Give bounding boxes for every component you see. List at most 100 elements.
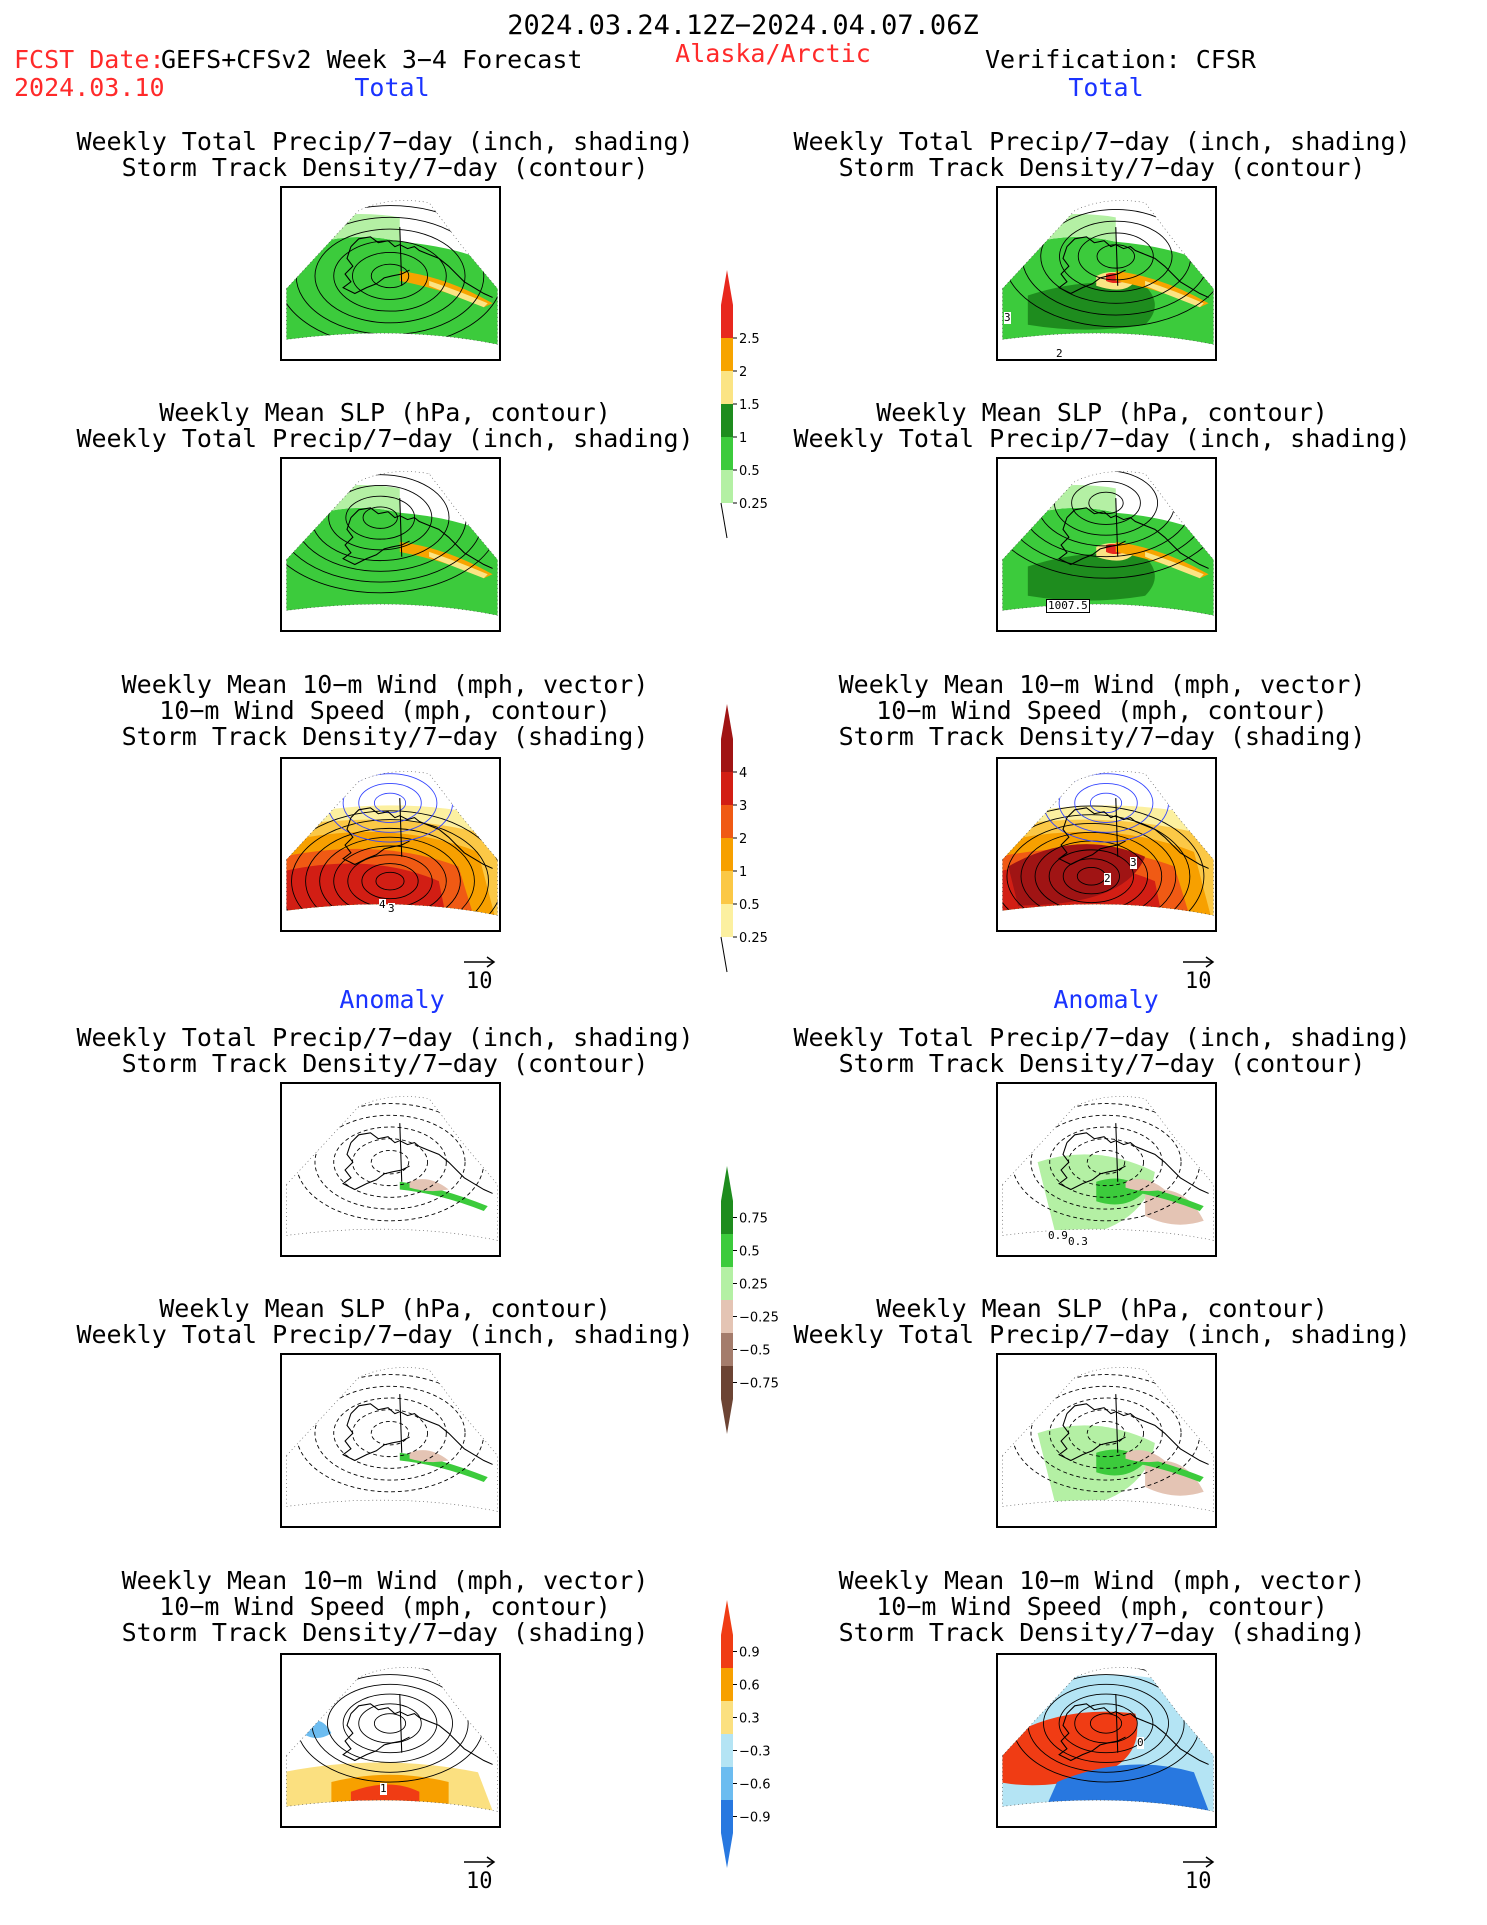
arrow-right-icon xyxy=(1183,956,1215,968)
colorbar-bottom-arrow xyxy=(720,936,728,973)
contour-label: 1 xyxy=(380,1782,387,1795)
colorbar-label: 0.9 xyxy=(739,1646,760,1661)
contour-label: 4 xyxy=(379,898,386,911)
colorbar-top-arrow xyxy=(721,704,733,739)
panel-title-line: Weekly Total Precip/7−day (inch, shading… xyxy=(76,1320,694,1349)
panel-title-line: Weekly Total Precip/7−day (inch, shading… xyxy=(76,127,694,156)
colorbar-segment xyxy=(721,1234,733,1267)
colorbar-segment xyxy=(721,1734,733,1767)
colorbar-label: −0.6 xyxy=(739,1778,771,1793)
colorbar-bottom-arrow xyxy=(721,1833,733,1868)
vector-reference: 10 xyxy=(1181,1854,1217,1894)
contour-label: 2 xyxy=(1056,347,1063,360)
panel-title-line: Weekly Total Precip/7−day (inch, shading… xyxy=(793,1023,1411,1052)
map-precip-storm-obs-total: 3 2 xyxy=(996,186,1217,361)
map-wind-storm-fcst-total: 4 3 xyxy=(280,757,501,932)
arrow-right-icon xyxy=(464,956,496,968)
panel-title-line: Storm Track Density/7−day (shading) xyxy=(121,1618,649,1647)
panel-title-line: 10−m Wind Speed (mph, contour) xyxy=(159,696,611,725)
colorbar-label: −0.9 xyxy=(739,1811,771,1826)
colorbar-segment xyxy=(721,1668,733,1701)
panel-title-line: Weekly Total Precip/7−day (inch, shading… xyxy=(793,127,1411,156)
verification-label: Verification: CFSR xyxy=(985,45,1256,74)
vector-reference: 10 xyxy=(462,954,498,994)
colorbar-label: 0.6 xyxy=(739,1679,760,1694)
colorbar-label: −0.3 xyxy=(739,1745,771,1760)
colorbar-segment xyxy=(721,1267,733,1300)
model-label: GEFS+CFSv2 Week 3−4 Forecast xyxy=(161,45,583,74)
panel-title-line: Storm Track Density/7−day (contour) xyxy=(121,153,649,182)
arrow-right-icon xyxy=(464,1856,496,1868)
contour-label: 1007.5 xyxy=(1046,599,1090,613)
colorbar-segment xyxy=(721,1800,733,1833)
colorbar-segment xyxy=(721,1201,733,1234)
colorbar-segment xyxy=(721,371,733,404)
colorbar-label: 0.5 xyxy=(739,1245,760,1260)
colorbar-label: 0.25 xyxy=(739,497,768,512)
panel-title-line: Weekly Mean SLP (hPa, contour) xyxy=(876,1294,1328,1323)
panel-title-line: Weekly Total Precip/7−day (inch, shading… xyxy=(76,424,694,453)
panel-title-line: Weekly Mean 10−m Wind (mph, vector) xyxy=(838,1566,1366,1595)
panel-title-line: Storm Track Density/7−day (contour) xyxy=(121,1049,649,1078)
vector-reference: 10 xyxy=(462,1854,498,1894)
panel-title-line: 10−m Wind Speed (mph, contour) xyxy=(876,1592,1328,1621)
colorbar-segment xyxy=(721,1635,733,1668)
left-anomaly-label: Anomaly xyxy=(339,985,445,1014)
panel-title-line: Storm Track Density/7−day (shading) xyxy=(121,722,649,751)
colorbar-segment xyxy=(721,739,733,772)
right-anomaly-label: Anomaly xyxy=(1053,985,1159,1014)
map-precip-storm-obs-anom: 0.9 0.3 xyxy=(996,1082,1217,1257)
map-wind-storm-obs-anom: 0 xyxy=(996,1653,1217,1828)
right-total-label: Total xyxy=(1068,73,1144,102)
panel-title-line: Weekly Mean 10−m Wind (mph, vector) xyxy=(838,670,1366,699)
colorbar-label: −0.5 xyxy=(739,1344,771,1359)
colorbar-segment xyxy=(721,871,733,904)
fcst-date-value: 2024.03.10 xyxy=(14,73,165,102)
left-total-label: Total xyxy=(354,73,430,102)
map-precip-storm-fcst-anom xyxy=(280,1082,501,1257)
map-slp-precip-obs-anom xyxy=(996,1353,1217,1528)
panel-title-line: 10−m Wind Speed (mph, contour) xyxy=(876,696,1328,725)
fcst-date-label: FCST Date: xyxy=(14,45,165,74)
panel-title-line: Weekly Mean SLP (hPa, contour) xyxy=(159,1294,611,1323)
colorbar-bottom-arrow xyxy=(721,1399,733,1434)
contour-label: 3 xyxy=(1004,311,1011,324)
colorbar-segment xyxy=(721,838,733,871)
panel-title-line: Weekly Mean SLP (hPa, contour) xyxy=(876,398,1328,427)
colorbar-label: 0.5 xyxy=(739,464,760,479)
colorbar-segment xyxy=(721,1701,733,1734)
date-range-title: 2024.03.24.12Z−2024.04.07.06Z xyxy=(507,10,979,41)
colorbar-segment xyxy=(721,404,733,437)
colorbar-label: 2.5 xyxy=(739,332,760,347)
colorbar-segment xyxy=(721,805,733,838)
colorbar-precip-anom: 0.75 0.5 0.25 −0.25 −0.5 −0.75 xyxy=(716,1166,796,1460)
colorbar-storm-total: 4 3 2 1 0.5 0.25 xyxy=(716,704,796,988)
colorbar-label: 1.5 xyxy=(739,398,760,413)
panel-title-line: Weekly Mean 10−m Wind (mph, vector) xyxy=(121,1566,649,1595)
colorbar-top-arrow xyxy=(721,270,733,305)
vector-reference-label: 10 xyxy=(1185,969,1212,994)
colorbar-segment xyxy=(721,904,733,937)
map-slp-precip-obs-total: 1007.5 xyxy=(996,457,1217,632)
colorbar-label: 4 xyxy=(739,766,747,781)
colorbar-segment xyxy=(721,1366,733,1399)
colorbar-label: 0.3 xyxy=(739,1712,760,1727)
colorbar-storm-anom: 0.9 0.6 0.3 −0.3 −0.6 −0.9 xyxy=(716,1600,796,1894)
colorbar-segment xyxy=(721,470,733,503)
colorbar-segment xyxy=(721,1300,733,1333)
panel-title-line: Weekly Total Precip/7−day (inch, shading… xyxy=(76,1023,694,1052)
contour-label: 3 xyxy=(1130,856,1137,869)
colorbar-segment xyxy=(721,1333,733,1366)
region-label: Alaska/Arctic xyxy=(675,39,871,68)
map-slp-precip-fcst-anom xyxy=(280,1353,501,1528)
panel-title-line: Weekly Total Precip/7−day (inch, shading… xyxy=(793,1320,1411,1349)
colorbar-top-arrow xyxy=(721,1166,733,1201)
colorbar-label: 1 xyxy=(739,865,747,880)
colorbar-top-arrow xyxy=(721,1600,733,1635)
vector-reference-label: 10 xyxy=(466,969,493,994)
colorbar-label: −0.75 xyxy=(739,1377,779,1392)
arrow-right-icon xyxy=(1183,1856,1215,1868)
colorbar-bottom-arrow xyxy=(720,502,728,539)
colorbar-label: 1 xyxy=(739,431,747,446)
map-precip-storm-fcst-total xyxy=(280,186,501,361)
